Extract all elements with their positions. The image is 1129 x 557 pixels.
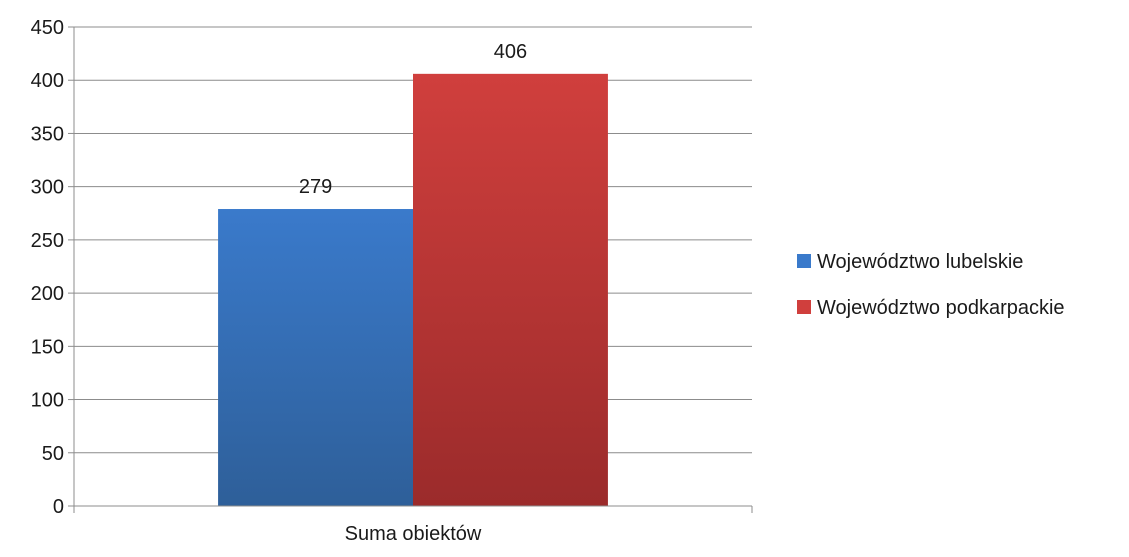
data-label: 406	[494, 41, 527, 63]
y-tick-label: 300	[31, 177, 64, 199]
y-tick-label: 50	[42, 443, 64, 465]
y-tick-label: 400	[31, 70, 64, 92]
legend-swatch	[797, 300, 811, 314]
y-tick-label: 200	[31, 283, 64, 305]
legend-label: Województwo podkarpackie	[817, 297, 1065, 319]
y-tick-label: 0	[53, 496, 64, 518]
data-label: 279	[299, 176, 332, 198]
x-category-label: Suma obiektów	[345, 523, 482, 545]
bar-lubelskie	[218, 209, 413, 506]
legend-label: Województwo lubelskie	[817, 251, 1023, 273]
y-tick-label: 150	[31, 336, 64, 358]
axes: 0 50 100 150 200 250 300 350 400 450 Suma obiektów	[31, 17, 753, 545]
bars	[218, 73, 608, 506]
y-tick-label: 100	[31, 390, 64, 412]
y-tick-label: 250	[31, 230, 64, 252]
legend: Województwo lubelskie Województwo podkarp…	[797, 251, 1065, 319]
data-labels: 279 406	[299, 41, 527, 198]
y-tick-label: 450	[31, 17, 64, 39]
y-tick-label: 350	[31, 123, 64, 145]
legend-swatch	[797, 254, 811, 268]
bar-podkarpackie	[413, 73, 608, 506]
